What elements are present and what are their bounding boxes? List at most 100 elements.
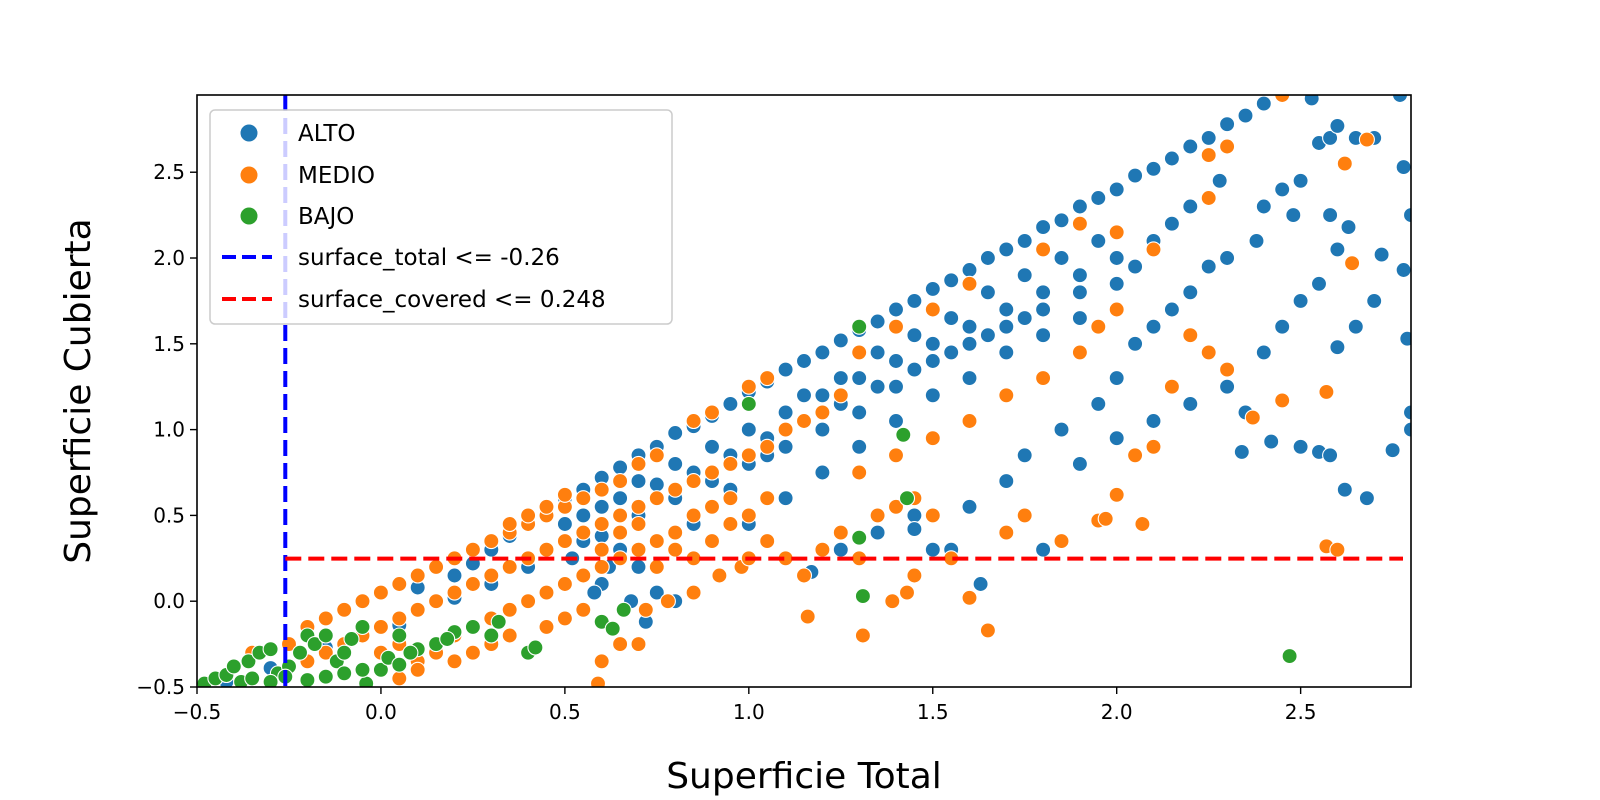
point-medio-136	[1163, 378, 1180, 395]
point-alto-172	[777, 438, 794, 455]
point-alto-145	[1402, 404, 1411, 421]
point-alto-37	[1035, 219, 1052, 236]
point-alto-152	[1274, 181, 1291, 198]
point-medio-148	[1274, 95, 1291, 104]
point-alto-98	[998, 473, 1015, 490]
point-medio-125	[1035, 370, 1052, 387]
point-bajo-31	[615, 601, 632, 618]
point-alto-120	[1263, 433, 1280, 450]
point-medio-34	[556, 533, 573, 550]
point-medio-114	[961, 589, 978, 606]
points-layer	[197, 95, 1411, 687]
point-alto-36	[1016, 232, 1033, 249]
point-medio-4	[336, 601, 353, 618]
point-medio-142	[1318, 383, 1335, 400]
point-medio-111	[854, 627, 871, 644]
point-medio-129	[1053, 533, 1070, 550]
x-tick-label: 0.0	[365, 700, 397, 724]
point-alto-88	[1035, 327, 1052, 344]
x-axis-label: Superficie Total	[666, 756, 942, 797]
point-medio-93	[703, 404, 721, 421]
y-axis-label: Superficie Cubierta	[58, 218, 99, 563]
point-alto-156	[1163, 215, 1180, 232]
point-alto-52	[667, 455, 684, 472]
point-alto-26	[832, 332, 849, 349]
point-medio-98	[520, 507, 537, 524]
point-alto-138	[1366, 292, 1383, 309]
point-alto-96	[906, 521, 923, 538]
point-alto-107	[1163, 301, 1180, 318]
point-medio-54	[630, 541, 647, 558]
point-medio-156	[961, 275, 978, 292]
point-bajo-24	[464, 618, 481, 635]
plot-frame	[196, 94, 1412, 688]
point-alto-28	[869, 313, 886, 330]
point-medio-169	[759, 490, 776, 507]
point-alto-146	[1329, 241, 1346, 258]
point-medio-146	[1344, 255, 1361, 272]
point-medio-8	[409, 567, 426, 584]
point-alto-186	[1035, 301, 1052, 318]
point-medio-166	[703, 533, 721, 550]
point-medio-152	[1145, 241, 1162, 258]
point-alto-89	[1071, 310, 1088, 327]
point-medio-102	[795, 567, 813, 584]
legend-marker-medio	[239, 165, 259, 185]
point-alto-178	[887, 378, 905, 395]
point-bajo-30	[604, 620, 621, 637]
point-medio-75	[659, 593, 676, 610]
point-medio-120	[851, 464, 868, 481]
point-alto-64	[1108, 249, 1125, 267]
point-bajo-16	[354, 618, 371, 635]
point-medio-61	[391, 670, 408, 687]
legend-label-bajo: BAJO	[298, 204, 354, 230]
point-alto-79	[1016, 310, 1033, 327]
point-alto-30	[906, 292, 923, 309]
point-alto-109	[1200, 258, 1217, 275]
point-medio-137	[1182, 327, 1199, 344]
point-alto-82	[814, 464, 831, 481]
point-medio-19	[612, 473, 629, 490]
point-alto-33	[961, 261, 978, 279]
point-medio-128	[1108, 301, 1125, 318]
point-alto-165	[648, 476, 665, 493]
legend-marker-bajo	[239, 206, 259, 226]
legend-marker-alto	[239, 123, 259, 143]
point-medio-121	[887, 447, 905, 464]
point-medio-52	[593, 558, 610, 575]
point-medio-35	[575, 524, 592, 541]
point-alto-147	[1322, 207, 1339, 224]
point-medio-30	[483, 567, 500, 584]
point-alto-55	[777, 404, 794, 421]
y-tick-label: 2.0	[153, 246, 185, 270]
point-medio-104	[832, 524, 849, 541]
point-alto-34	[979, 249, 996, 267]
point-medio-163	[648, 558, 665, 575]
point-alto-185	[1016, 267, 1033, 284]
y-tick-label: 2.5	[153, 160, 185, 184]
point-alto-81	[777, 490, 794, 507]
point-medio-144	[1329, 541, 1346, 558]
point-alto-45	[1182, 138, 1199, 155]
point-alto-182	[961, 335, 978, 352]
x-tick-label: 1.0	[733, 700, 765, 724]
point-alto-46	[1200, 129, 1217, 146]
point-alto-143	[1402, 421, 1411, 438]
point-medio-25	[391, 610, 408, 627]
point-medio-138	[1200, 344, 1217, 361]
point-medio-49	[538, 584, 555, 601]
point-bajo-36	[895, 426, 912, 443]
point-medio-86	[777, 421, 794, 438]
point-bajo-18	[372, 661, 389, 678]
point-medio-24	[372, 618, 389, 635]
point-alto-123	[1292, 172, 1309, 189]
point-medio-6	[372, 584, 389, 601]
point-alto-31	[924, 280, 941, 297]
point-medio-17	[575, 490, 592, 507]
point-medio-124	[998, 387, 1015, 404]
point-bajo-25	[483, 627, 500, 644]
point-alto-118	[1292, 292, 1309, 309]
point-alto-142	[1395, 159, 1411, 176]
point-medio-74	[637, 601, 654, 618]
point-alto-20	[722, 395, 739, 412]
